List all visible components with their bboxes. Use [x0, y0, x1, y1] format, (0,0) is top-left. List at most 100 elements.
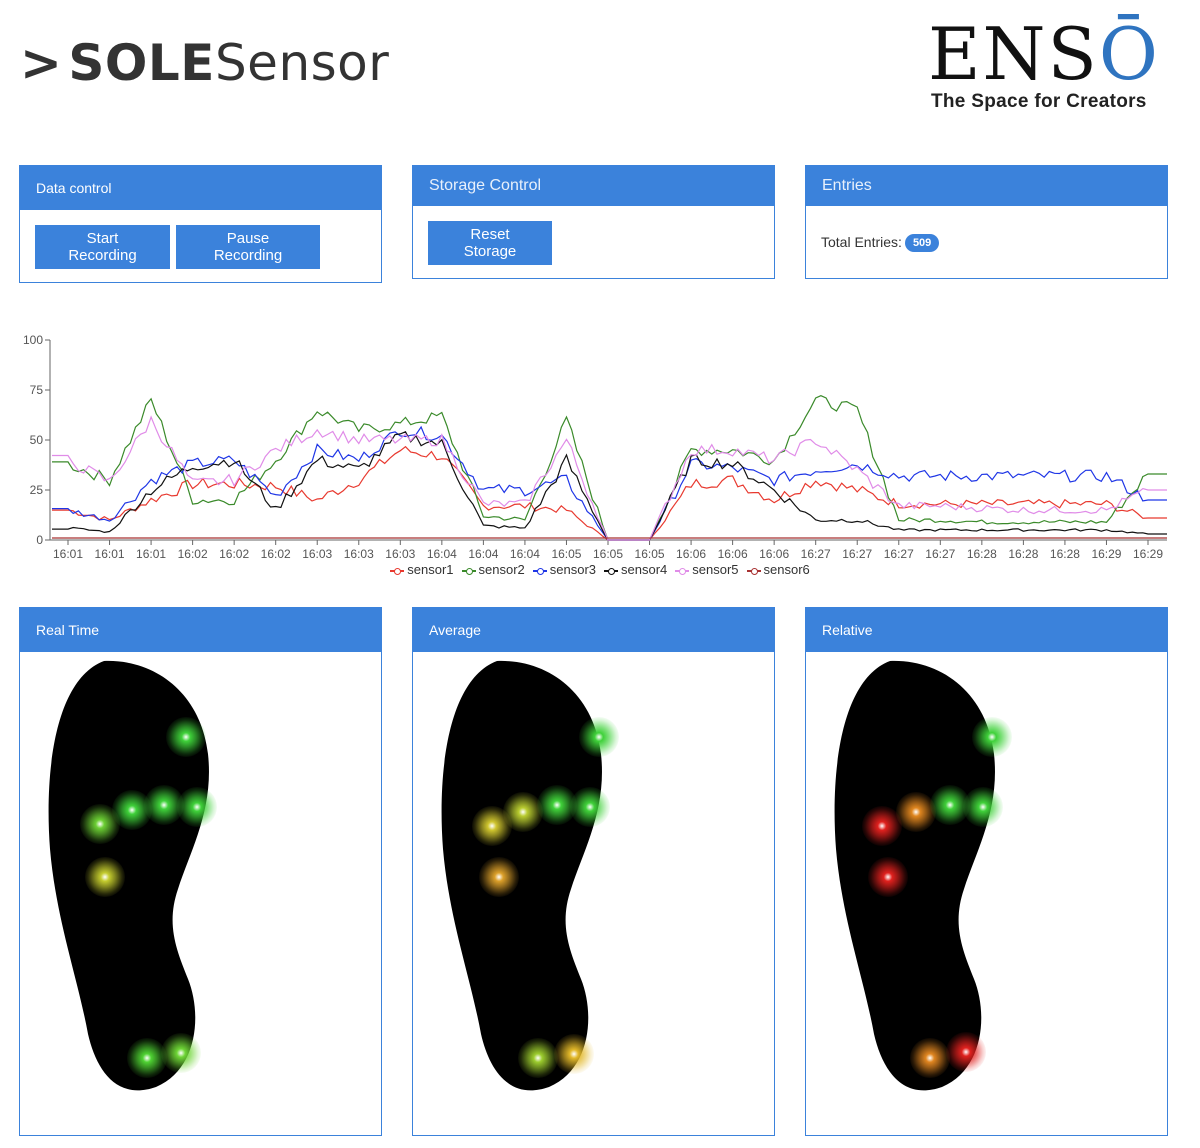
x-tick-label: 16:06	[676, 547, 706, 561]
chart-legend: sensor1 sensor2 sensor3 sensor4 sensor5 senso…	[0, 562, 1200, 577]
pressure-sensor-dot	[963, 787, 1003, 827]
legend-label: sensor5	[692, 562, 739, 577]
x-tick-label: 16:01	[136, 547, 166, 561]
real-time-title: Real Time	[20, 608, 381, 652]
x-tick-label: 16:28	[1050, 547, 1080, 561]
legend-marker-icon	[532, 567, 547, 575]
pressure-sensor-dot	[177, 787, 217, 827]
legend-item-sensor3[interactable]: sensor3	[532, 562, 596, 577]
pressure-sensor-dot	[518, 1038, 558, 1078]
x-tick-label: 16:01	[95, 547, 125, 561]
y-tick-label: 50	[30, 433, 44, 447]
pressure-sensor-dot	[946, 1032, 986, 1072]
pressure-sensor-dot	[472, 806, 512, 846]
reset-storage-button[interactable]: Reset Storage	[428, 221, 552, 265]
x-tick-label: 16:28	[967, 547, 997, 561]
entries-panel: Entries Total Entries: 509	[805, 165, 1168, 279]
pressure-sensor-dot	[570, 787, 610, 827]
legend-label: sensor1	[407, 562, 454, 577]
legend-label: sensor2	[478, 562, 525, 577]
total-entries-badge: 509	[904, 234, 940, 253]
legend-item-sensor1[interactable]: sensor1	[390, 562, 454, 577]
prompt-caret: >	[20, 34, 63, 92]
storage-control-panel: Storage Control Reset Storage	[412, 165, 775, 279]
x-tick-label: 16:03	[385, 547, 415, 561]
data-control-panel: Data control Start Recording Pause Recor…	[19, 165, 382, 283]
start-recording-button[interactable]: Start Recording	[35, 225, 170, 269]
legend-item-sensor4[interactable]: sensor4	[604, 562, 667, 577]
sensor1-line	[52, 445, 1167, 541]
pressure-sensor-dot	[85, 857, 125, 897]
x-tick-label: 16:02	[261, 547, 291, 561]
sensor-line-chart: 0 25 50 75 100 16:01 16:01 16:01 16:02 16:02 16:02…	[23, 333, 1167, 561]
x-tick-label: 16:02	[178, 547, 208, 561]
x-tick-label: 16:01	[53, 547, 83, 561]
pressure-sensor-dot	[910, 1038, 950, 1078]
title-bold: SOLE	[68, 34, 215, 92]
x-tick-label: 16:29	[1133, 547, 1163, 561]
x-tick-label: 16:04	[468, 547, 498, 561]
sensor5-line	[52, 415, 1167, 541]
pressure-sensor-dot	[972, 717, 1012, 757]
relative-title: Relative	[806, 608, 1167, 652]
x-tick-label: 16:04	[510, 547, 540, 561]
x-tick-label: 16:06	[759, 547, 789, 561]
average-foot-map	[413, 652, 774, 1136]
legend-label: sensor3	[549, 562, 596, 577]
pressure-sensor-dot	[479, 857, 519, 897]
pause-recording-button[interactable]: Pause Recording	[176, 225, 320, 269]
relative-foot-map	[806, 652, 1167, 1136]
pressure-sensor-dot	[127, 1038, 167, 1078]
x-tick-label: 16:27	[884, 547, 914, 561]
legend-item-sensor2[interactable]: sensor2	[461, 562, 525, 577]
y-tick-label: 75	[30, 383, 44, 397]
logo-word-prefix: ENS	[928, 12, 1099, 96]
data-control-title: Data control	[20, 166, 381, 210]
legend-marker-icon	[390, 567, 405, 575]
logo-wordmark: ENSŌ	[928, 14, 1160, 94]
average-title: Average	[413, 608, 774, 652]
real-time-foot-map	[20, 652, 381, 1136]
pressure-sensor-dot	[166, 717, 206, 757]
pressure-sensor-dot	[579, 717, 619, 757]
y-tick-label: 100	[23, 333, 43, 347]
pressure-sensor-dot	[862, 806, 902, 846]
legend-item-sensor5[interactable]: sensor5	[675, 562, 739, 577]
average-panel: Average	[412, 607, 775, 1136]
app-title: > SOLESensor	[20, 34, 389, 92]
relative-panel: Relative	[805, 607, 1168, 1136]
x-tick-label: 16:03	[344, 547, 374, 561]
insole-shape-icon	[441, 660, 602, 1091]
insole-shape-icon	[834, 660, 995, 1091]
x-tick-label: 16:03	[302, 547, 332, 561]
logo-tagline: The Space for Creators	[931, 91, 1147, 112]
legend-marker-icon	[746, 567, 761, 575]
sensor2-line	[52, 395, 1167, 541]
legend-marker-icon	[675, 567, 690, 575]
legend-marker-icon	[604, 567, 618, 575]
x-tick-label: 16:05	[551, 547, 581, 561]
pressure-sensor-dot	[554, 1034, 594, 1074]
x-tick-label: 16:04	[427, 547, 457, 561]
x-tick-label: 16:28	[1008, 547, 1038, 561]
x-tick-label: 16:27	[925, 547, 955, 561]
x-tick-label: 16:06	[718, 547, 748, 561]
pressure-sensor-dot	[868, 857, 908, 897]
legend-label: sensor6	[763, 562, 810, 577]
real-time-panel: Real Time	[19, 607, 382, 1136]
legend-item-sensor6[interactable]: sensor6	[746, 562, 810, 577]
entries-title: Entries	[806, 166, 1167, 206]
pressure-sensor-dot	[80, 804, 120, 844]
insole-shape-icon	[48, 660, 209, 1091]
total-entries-label: Total Entries:	[821, 234, 902, 250]
legend-label: sensor4	[621, 562, 668, 577]
title-light: Sensor	[214, 34, 390, 92]
pressure-sensor-dot	[161, 1033, 201, 1073]
storage-control-title: Storage Control	[413, 166, 774, 206]
y-tick-label: 0	[36, 533, 43, 547]
enso-logo: ENSŌ The Space for Creators	[928, 14, 1158, 114]
x-tick-label: 16:27	[801, 547, 831, 561]
y-tick-label: 25	[30, 483, 44, 497]
x-tick-label: 16:05	[635, 547, 665, 561]
x-tick-label: 16:29	[1091, 547, 1121, 561]
